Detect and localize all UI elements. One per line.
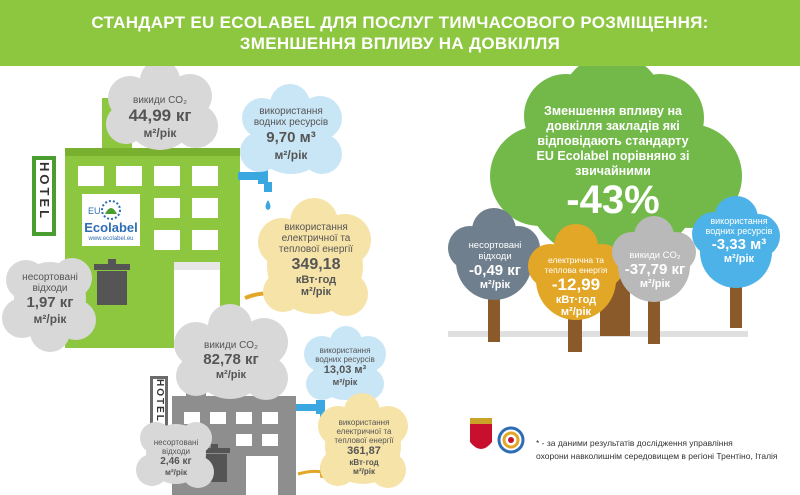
reg-waste-unit: м²/рік <box>165 468 187 477</box>
eco-energy-unit2: м²/рік <box>300 286 332 298</box>
reg-water-label: використання водних ресурсів <box>315 346 375 364</box>
eco-energy-label: використання електричної та теплової ене… <box>278 222 354 255</box>
water-cloud <box>240 84 342 174</box>
eco-water-text: використання водних ресурсів 9,70 м³ м²/… <box>252 106 330 162</box>
eco-waste-label: несортовані відходи <box>22 272 78 294</box>
reg-energy-unit2: м²/рік <box>353 467 375 476</box>
reg-waste-value: 2,46 кг <box>160 456 192 467</box>
eco-hotel-building <box>32 98 240 348</box>
tree-co2-value: -37,79 кг <box>624 261 686 278</box>
reg-co2-unit: м²/рік <box>215 369 247 381</box>
footnote-line1: * - за даними результатів дослідження уп… <box>536 438 733 448</box>
tree-co2 <box>612 216 696 344</box>
reg-energy-label: використання електричної та теплової ене… <box>334 418 394 445</box>
page-header: СТАНДАРТ EU ECOLABEL ДЛЯ ПОСЛУГ ТИМЧАСОВ… <box>0 0 800 66</box>
water-cloud-regular <box>304 326 386 400</box>
tree-water-value: -3,33 м³ <box>711 236 767 253</box>
tree-energy-value: -12,99 <box>551 275 601 294</box>
eco-waste-unit: м²/рік <box>33 312 67 326</box>
eco-energy-unit1: кВт·год <box>295 274 337 286</box>
footnote: * - за даними результатів дослідження уп… <box>536 437 786 463</box>
reg-water-text: використання водних ресурсів 13,03 м³ м²… <box>314 346 376 387</box>
main-tree-value: -43% <box>566 178 660 222</box>
eco-co2-value: 44,99 кг <box>128 106 192 125</box>
tree-co2-text: викиди CO₂ -37,79 кг м²/рік <box>622 250 688 290</box>
appa-logo-icon <box>497 426 525 454</box>
reg-water-unit: м²/рік <box>332 377 358 387</box>
eco-water-label: використання водних ресурсів <box>253 106 329 128</box>
reg-co2-label: викиди CO₂ <box>204 340 258 351</box>
ecolabel-logo-prefix: EU <box>88 206 101 216</box>
ecolabel-logo-text: Ecolabel <box>84 220 138 235</box>
footnote-line2: охорони навколишнім середовищем в регіон… <box>536 451 778 461</box>
reg-energy-value: 361,87 <box>347 445 381 457</box>
reg-co2-value: 82,78 кг <box>203 351 259 368</box>
eco-co2-unit: м²/рік <box>143 126 177 140</box>
tree-waste-label: несортовані відходи <box>468 240 522 262</box>
tree-energy <box>528 224 624 352</box>
tree-waste-value: -0,49 кг <box>468 262 522 279</box>
reg-energy-unit1: кВт·год <box>349 458 379 467</box>
tree-water <box>692 196 780 328</box>
main-tree-description: Зменшення впливу на довкілля закладів як… <box>536 104 690 178</box>
tree-co2-label: викиди CO₂ <box>629 250 681 261</box>
ecolabel-logo <box>82 194 140 246</box>
tree-water-unit: м²/рік <box>723 253 755 265</box>
tree-waste-unit: м²/рік <box>479 279 511 291</box>
page-title-line2: ЗМЕНШЕННЯ ВПЛИВУ НА ДОВКІЛЛЯ <box>239 34 561 53</box>
faucet-icon <box>238 168 272 210</box>
co2-cloud-regular <box>174 304 288 400</box>
tree-waste <box>448 208 540 342</box>
illustration-layer <box>2 66 780 495</box>
eco-energy-value: 349,18 <box>291 256 341 273</box>
waste-cloud <box>2 258 96 352</box>
eco-energy-text: використання електричної та теплової ене… <box>276 222 356 298</box>
reg-water-value: 13,03 м³ <box>323 364 367 376</box>
energy-cloud <box>258 198 371 316</box>
page-title-line1: СТАНДАРТ EU ECOLABEL ДЛЯ ПОСЛУГ ТИМЧАСОВ… <box>91 13 709 32</box>
reg-co2-text: викиди CO₂ 82,78 кг м²/рік <box>190 340 272 381</box>
eco-water-unit: м²/рік <box>274 148 308 162</box>
tree-water-text: використання водних ресурсів -3,33 м³ м²… <box>702 216 776 265</box>
eco-co2-text: викиди CO₂ 44,99 кг м²/рік <box>118 95 202 140</box>
energy-cloud-regular <box>318 393 408 488</box>
trentino-coat-of-arms-icon <box>470 418 492 449</box>
tree-co2-unit: м²/рік <box>639 278 671 290</box>
ecolabel-logo-url: www.ecolabel.eu <box>88 236 134 242</box>
hotel-sign-text-regular: HOTEL <box>154 379 165 423</box>
co2-cloud <box>106 66 218 150</box>
hotel-sign-text: HOTEL <box>37 162 52 222</box>
tree-energy-text: електрична та теплова енергія -12,99 кВт… <box>538 255 614 318</box>
tree-energy-unit1: кВт·год <box>555 294 597 306</box>
trash-bin-icon <box>94 259 130 305</box>
reg-energy-text: використання електричної та теплової ене… <box>332 418 396 476</box>
reg-waste-label: несортовані відходи <box>153 438 199 456</box>
eco-water-value: 9,70 м³ <box>266 129 316 146</box>
eco-co2-label: викиди CO₂ <box>133 95 187 106</box>
reg-waste-text: несортовані відходи 2,46 кг м²/рік <box>148 438 204 477</box>
tree-energy-unit2: м²/рік <box>560 306 592 318</box>
waste-cloud-regular <box>136 422 214 488</box>
eco-waste-value: 1,97 кг <box>26 294 74 311</box>
tree-waste-text: несортовані відходи -0,49 кг м²/рік <box>460 240 530 291</box>
tree-energy-label: електрична та теплова енергія <box>544 255 608 275</box>
tree-water-label: використання водних ресурсів <box>705 216 773 236</box>
eco-waste-text: несортовані відходи 1,97 кг м²/рік <box>12 272 88 326</box>
